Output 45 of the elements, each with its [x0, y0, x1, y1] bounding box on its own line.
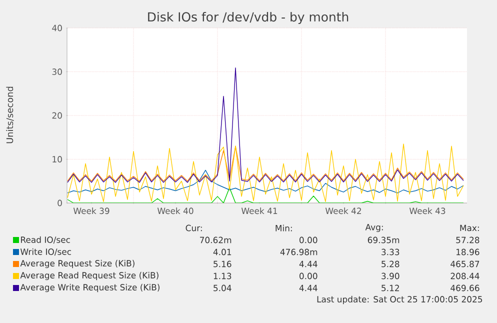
x-tick-label: Week 43	[409, 208, 446, 214]
y-tick-label: 30	[52, 68, 62, 75]
legend-label: Average Write Request Size (KiB)	[20, 284, 160, 292]
text: 5.28	[382, 260, 400, 268]
y-axis-title: Units/second	[6, 86, 14, 144]
text: 4.01	[213, 248, 232, 256]
text: 469.66	[450, 284, 480, 292]
text: 5.16	[214, 260, 232, 268]
y-tick-label: 10	[52, 156, 62, 162]
text: 57.28	[456, 236, 480, 244]
text: 4.44	[299, 260, 318, 268]
text: Cur:	[186, 224, 202, 232]
legend-label: Write IO/sec	[20, 248, 72, 256]
text: 476.98m	[280, 248, 318, 256]
text: 208.44	[450, 272, 480, 280]
text: 5.12	[382, 284, 399, 292]
text: 18.96	[456, 248, 480, 256]
text: 0.00	[300, 236, 318, 244]
text: Avg:	[365, 224, 383, 232]
text: Min:	[276, 224, 292, 232]
text: 465.87	[450, 260, 480, 268]
text: 1.13	[214, 272, 232, 280]
chart-title: Disk IOs for /dev/vdb - by month	[148, 12, 348, 24]
line-series	[67, 144, 464, 202]
line-series	[67, 67, 464, 183]
text: 70.62m	[200, 236, 232, 244]
y-tick-label: 20	[52, 112, 62, 119]
text: Max:	[460, 224, 479, 232]
text: 69.35m	[368, 236, 400, 244]
text: 0.00	[300, 272, 318, 280]
text: 4.44	[299, 284, 318, 292]
y-tick-label: 0	[58, 200, 62, 206]
text: Last update: Sat Oct 25 17:00:05 2025	[317, 296, 482, 304]
legend-label: Average Request Size (KiB)	[20, 260, 134, 268]
legend-label: Read IO/sec	[21, 236, 70, 244]
line-series	[67, 146, 464, 182]
x-tick-label: Week 41	[241, 208, 278, 214]
y-tick-label: 40	[52, 24, 62, 32]
x-tick-label: Week 40	[157, 208, 194, 214]
x-tick-label: Week 42	[325, 208, 361, 214]
text: 5.04	[214, 284, 232, 292]
text: 3.90	[382, 272, 400, 280]
text: 3.33	[382, 248, 400, 256]
legend-label: Average Read Request Size (KiB)	[20, 272, 158, 280]
x-tick-label: Week 39	[73, 208, 110, 214]
